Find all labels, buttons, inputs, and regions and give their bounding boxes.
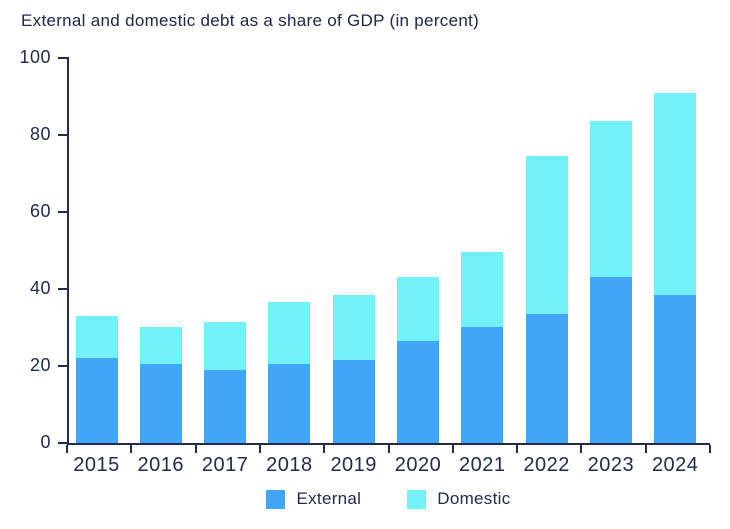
legend-item-domestic: Domestic	[407, 489, 510, 509]
bar-segment-external-2021	[461, 327, 504, 443]
bar-segment-external-2024	[654, 295, 697, 443]
x-axis-tick	[516, 445, 519, 453]
chart-title: External and domestic debt as a share of…	[21, 11, 480, 30]
x-axis-line	[67, 443, 710, 445]
x-axis-label-2022: 2022	[523, 454, 570, 476]
external-legend-label: External	[296, 489, 362, 508]
bar-segment-domestic-2019	[332, 295, 375, 360]
x-axis-label-2023: 2023	[587, 454, 635, 476]
legend: External Domestic	[67, 489, 710, 509]
x-axis-label-2021: 2021	[459, 454, 506, 476]
bar-segment-domestic-2023	[589, 121, 632, 277]
x-axis-tick	[258, 445, 261, 453]
bar-segment-external-2015	[75, 358, 118, 443]
bar-segment-external-2019	[332, 360, 375, 443]
x-axis-tick	[451, 445, 454, 453]
bar-segment-external-2018	[268, 364, 311, 443]
external-legend-swatch	[266, 489, 286, 509]
x-axis-tick	[130, 445, 133, 453]
x-axis-label-2015: 2015	[73, 454, 120, 476]
y-axis-tick-label: 60	[29, 201, 51, 221]
bar-segment-domestic-2020	[397, 277, 439, 341]
plot-area: 0 20 40 60 80 100 2015 2016 2017 2018 2019 2020 2021…	[19, 47, 711, 476]
legend-item-external: External	[266, 489, 361, 509]
bar-segment-external-2023	[589, 277, 632, 443]
x-axis-tick	[194, 445, 197, 453]
bar-segment-domestic-2022	[525, 156, 568, 314]
x-axis-label-2018: 2018	[266, 454, 313, 476]
bar-segment-domestic-2016	[139, 327, 182, 364]
bar-segment-domestic-2021	[461, 252, 504, 327]
y-axis-tick	[58, 365, 67, 367]
x-axis-label-2024: 2024	[651, 454, 699, 476]
x-axis-label-2016: 2016	[137, 454, 185, 476]
y-axis-tick	[58, 57, 67, 59]
x-axis-label-2020: 2020	[394, 454, 442, 476]
x-axis-tick	[709, 445, 711, 453]
x-axis-tick	[387, 445, 390, 453]
bar-segment-external-2020	[397, 341, 439, 443]
y-axis-tick-label: 0	[40, 432, 51, 452]
bar-segment-domestic-2015	[75, 316, 118, 358]
y-axis-tick	[58, 288, 67, 290]
y-axis-tick-label: 20	[29, 355, 51, 375]
y-axis-tick-label: 100	[19, 47, 51, 67]
x-axis-tick	[580, 445, 583, 453]
bar-segment-external-2022	[525, 314, 568, 443]
domestic-legend-swatch	[407, 489, 427, 509]
y-axis-tick-label: 80	[29, 124, 51, 144]
bar-segment-domestic-2024	[654, 93, 697, 295]
y-axis-tick	[58, 442, 67, 444]
bar-segment-external-2017	[204, 370, 247, 443]
domestic-legend-label: Domestic	[437, 489, 511, 508]
y-axis-line	[67, 57, 69, 445]
x-axis-label-2017: 2017	[201, 454, 249, 476]
bar-segment-domestic-2017	[204, 322, 247, 370]
x-axis-tick	[644, 445, 647, 453]
y-axis-tick	[58, 211, 67, 213]
y-axis-tick-label: 40	[29, 278, 51, 298]
y-axis-tick	[58, 134, 67, 136]
bar-segment-external-2016	[139, 364, 182, 443]
x-axis-label-2019: 2019	[330, 454, 377, 476]
x-axis-tick	[66, 445, 68, 453]
x-axis-tick	[323, 445, 326, 453]
bar-segment-domestic-2018	[268, 302, 311, 364]
